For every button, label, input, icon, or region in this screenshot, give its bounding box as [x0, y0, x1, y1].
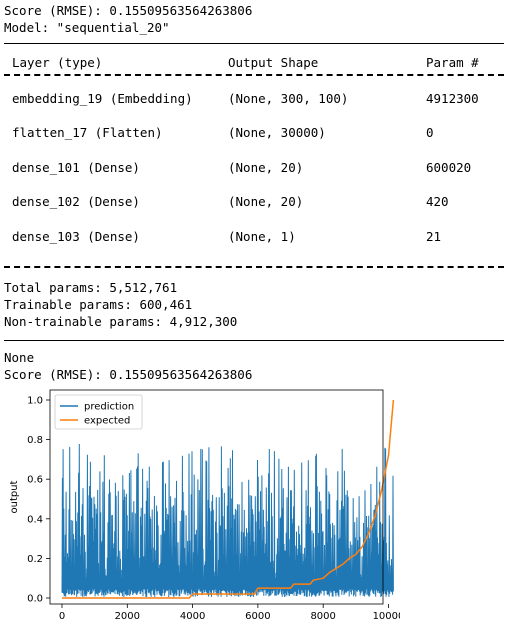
param-count: 420	[426, 193, 449, 210]
param-count: 0	[426, 124, 434, 141]
output-shape: (None, 300, 100)	[228, 90, 348, 107]
table-bottom-rule	[4, 340, 504, 341]
param-count: 21	[426, 228, 441, 245]
y-axis-label: output	[9, 480, 20, 513]
table-top-rule	[4, 43, 504, 44]
column-header-layer: Layer (type)	[12, 54, 102, 71]
output-shape: (None, 1)	[228, 228, 296, 245]
param-count: 4912300	[426, 90, 479, 107]
y-tick-label: 0.6	[27, 475, 43, 486]
output-shape: (None, 20)	[228, 193, 303, 210]
param-count: 600020	[426, 159, 471, 176]
x-tick-label: 6000	[245, 611, 270, 622]
legend-label: expected	[84, 416, 130, 427]
trainable-params: Trainable params: 600,461	[4, 296, 192, 313]
layer-name: dense_101 (Dense)	[12, 159, 140, 176]
y-tick-label: 0.0	[27, 594, 43, 605]
layer-name: embedding_19 (Embedding)	[12, 90, 193, 107]
column-header-output-shape: Output Shape	[228, 54, 318, 71]
prediction-chart: 0.0 0.2 0.4 0.6 0.8 1.0 0 2000 4000 6000 8000 10000…	[0, 385, 400, 626]
y-tick-label: 0.4	[27, 514, 43, 525]
layer-name: dense_102 (Dense)	[12, 193, 140, 210]
prediction-series-line	[62, 444, 393, 597]
y-tick-label: 0.2	[27, 554, 43, 565]
output-shape: (None, 20)	[228, 159, 303, 176]
layer-name: dense_103 (Dense)	[12, 228, 140, 245]
output-shape: (None, 30000)	[228, 124, 326, 141]
column-header-param: Param #	[426, 54, 479, 71]
none-output: None	[4, 349, 34, 366]
x-tick-label: 0	[59, 611, 65, 622]
header-double-rule	[4, 74, 504, 80]
y-tick-label: 0.8	[27, 435, 43, 446]
legend-label: prediction	[84, 402, 134, 413]
x-tick-label: 8000	[310, 611, 335, 622]
layer-name: flatten_17 (Flatten)	[12, 124, 163, 141]
score-text: Score (RMSE): 0.15509563564263806	[4, 2, 252, 19]
footer-double-rule	[4, 266, 504, 272]
model-name-text: Model: "sequential_20"	[4, 19, 170, 36]
total-params: Total params: 5,512,761	[4, 279, 177, 296]
non-trainable-params: Non-trainable params: 4,912,300	[4, 313, 237, 330]
x-tick-label: 2000	[115, 611, 140, 622]
x-tick-label: 10000	[373, 611, 400, 622]
y-tick-label: 1.0	[27, 396, 43, 407]
x-tick-label: 4000	[180, 611, 205, 622]
score-text-2: Score (RMSE): 0.15509563564263806	[4, 366, 252, 383]
